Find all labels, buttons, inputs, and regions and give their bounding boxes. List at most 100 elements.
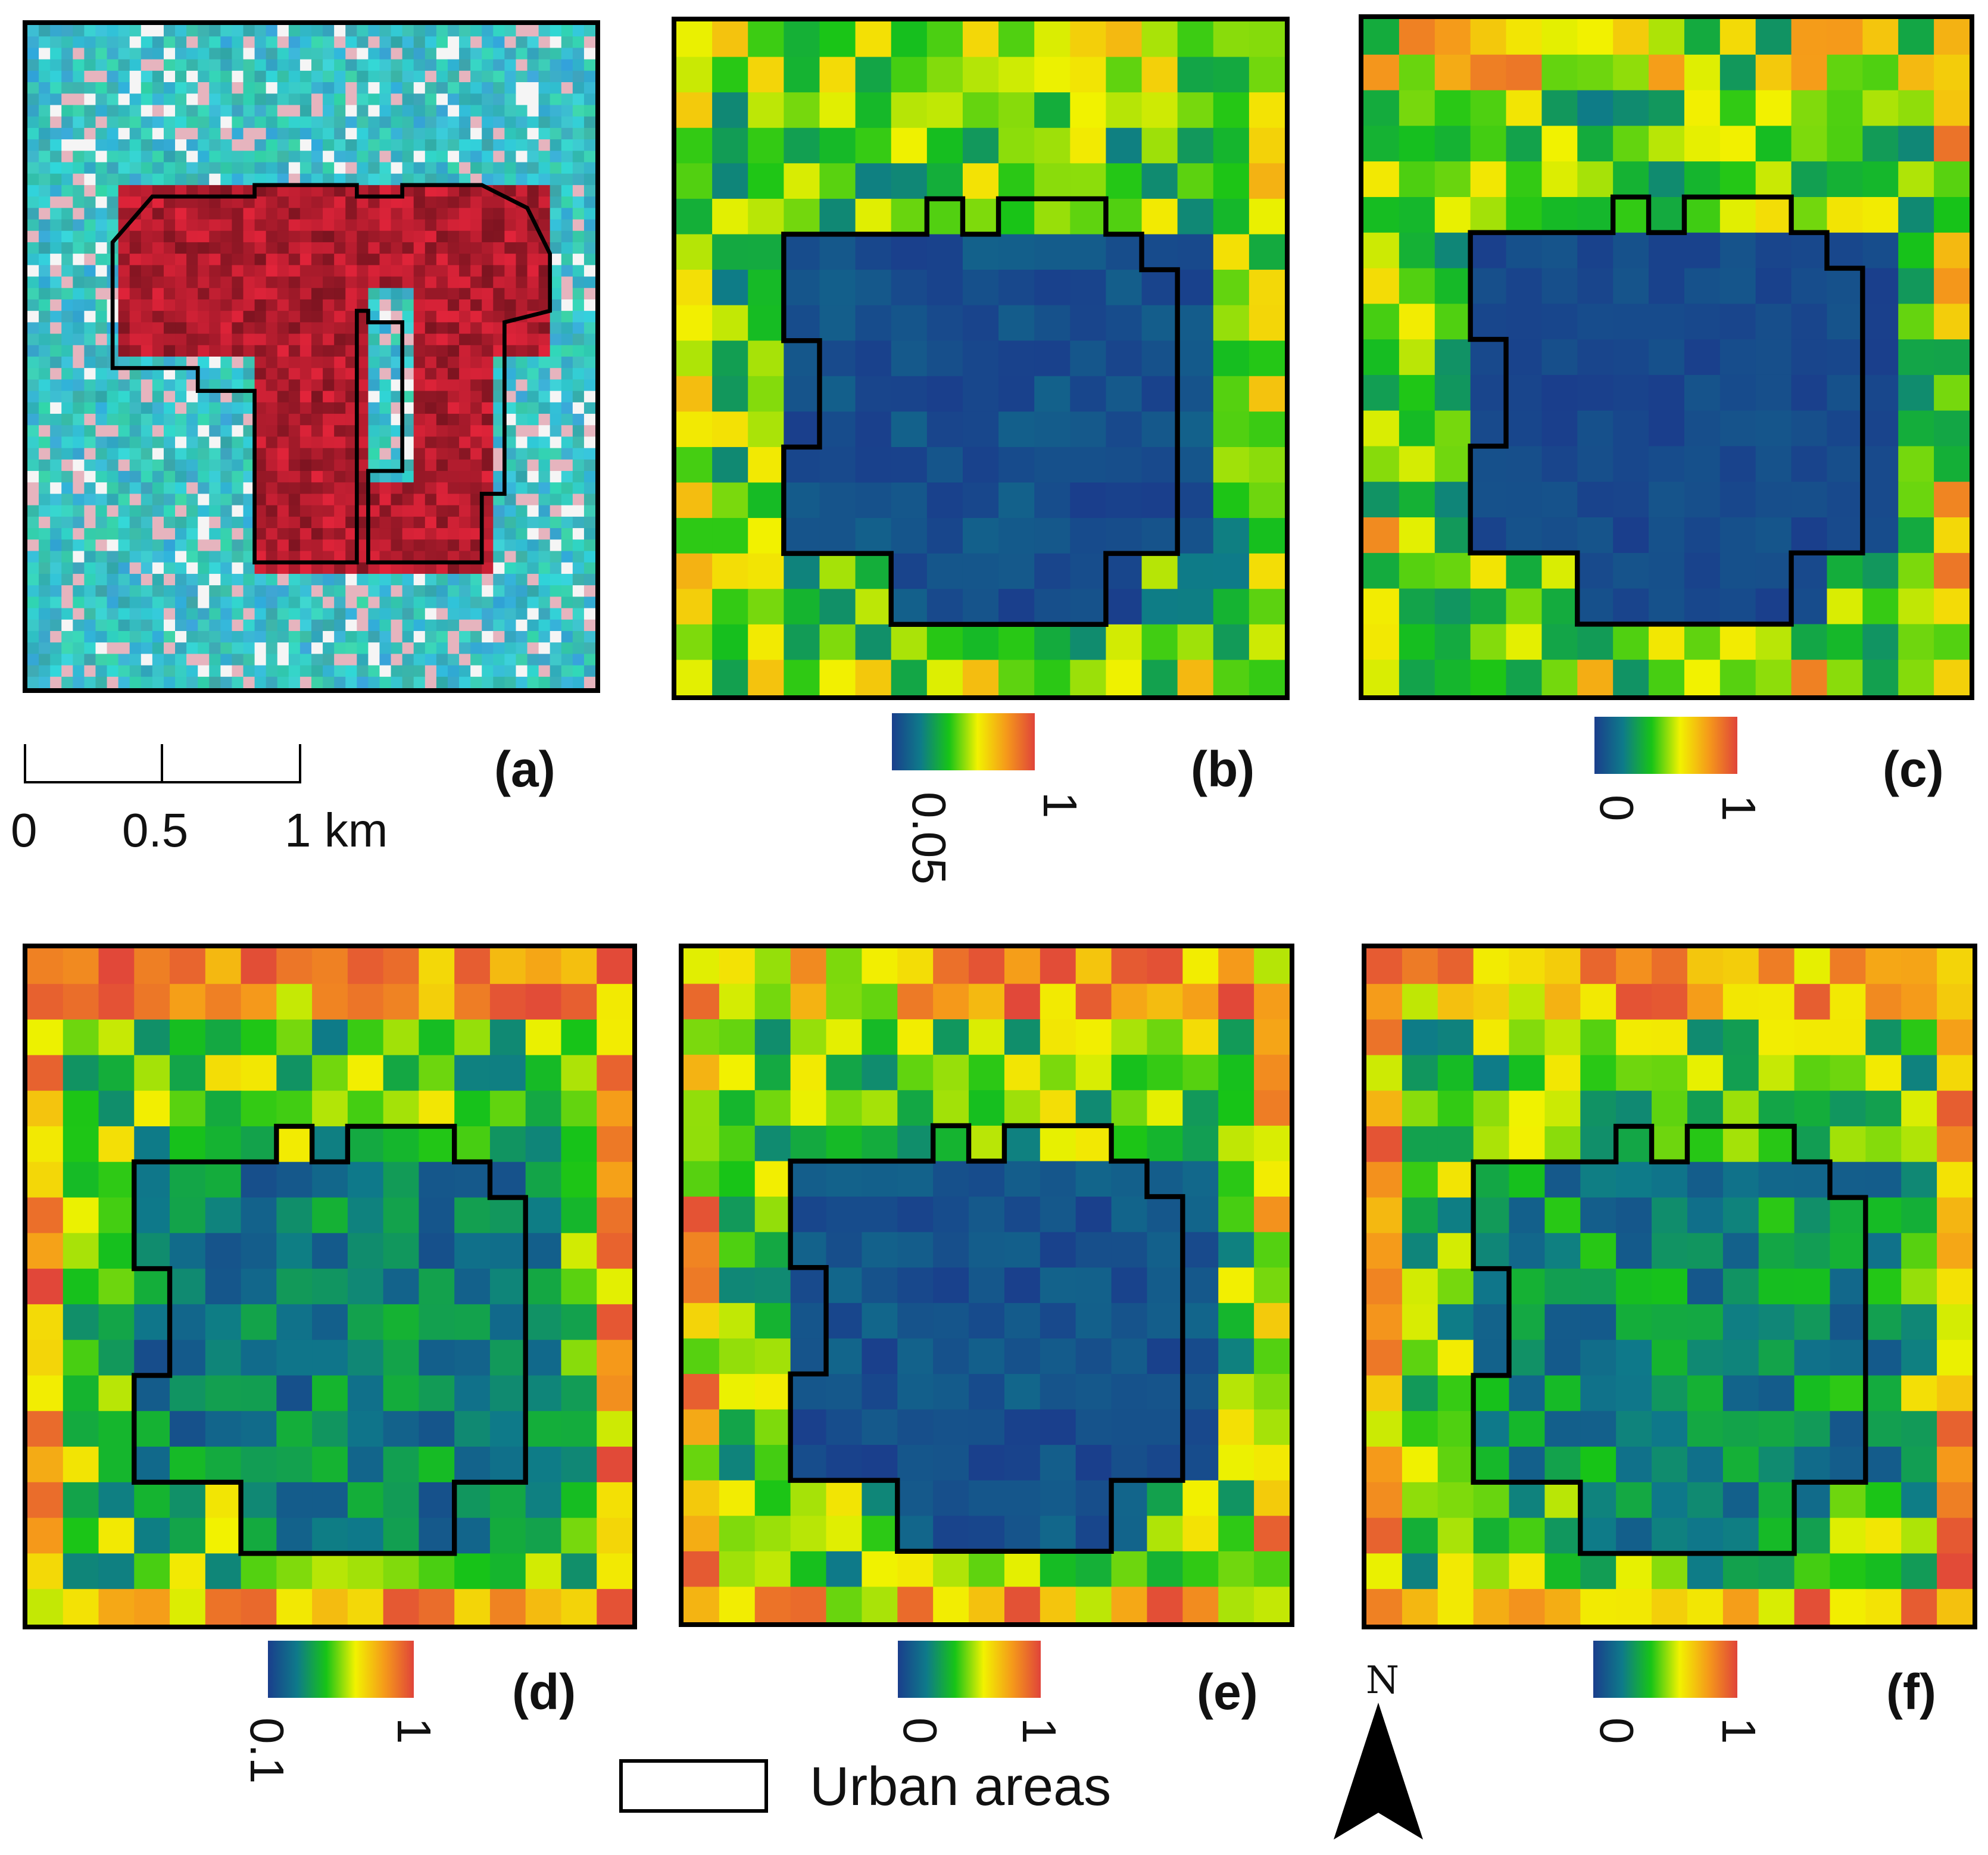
image-pixel: [504, 539, 516, 551]
image-pixel: [209, 528, 221, 540]
image-pixel: [323, 482, 335, 494]
image-pixel: [209, 425, 221, 437]
grid-cell: [561, 1482, 598, 1519]
image-pixel: [266, 676, 278, 688]
grid-cell: [98, 1482, 135, 1519]
grid-cell: [1213, 518, 1250, 554]
image-pixel: [311, 436, 323, 449]
image-pixel: [470, 333, 482, 346]
image-pixel: [425, 127, 437, 140]
image-pixel: [39, 665, 51, 677]
image-pixel: [288, 357, 301, 368]
image-pixel: [527, 288, 539, 300]
grid-cell: [998, 411, 1035, 448]
image-pixel: [482, 151, 494, 163]
image-pixel: [561, 436, 573, 449]
image-pixel: [175, 219, 187, 232]
image-pixel: [561, 562, 573, 574]
grid-cell: [1577, 552, 1614, 589]
grid-cell: [454, 1411, 491, 1448]
image-pixel: [198, 59, 210, 71]
grid-cell: [1794, 1091, 1831, 1128]
image-pixel: [436, 619, 448, 632]
image-pixel: [84, 379, 96, 392]
image-pixel: [277, 139, 289, 151]
image-pixel: [345, 185, 357, 197]
image-pixel: [413, 173, 426, 186]
image-pixel: [334, 219, 346, 232]
image-pixel: [175, 105, 187, 117]
grid-cell: [784, 270, 820, 306]
image-pixel: [141, 562, 153, 574]
image-pixel: [163, 93, 176, 105]
image-pixel: [538, 471, 551, 483]
grid-cell: [1111, 1480, 1148, 1517]
grid-cell: [1865, 1375, 1902, 1412]
image-pixel: [163, 116, 176, 129]
image-pixel: [550, 173, 562, 186]
image-pixel: [516, 219, 528, 232]
image-pixel: [516, 654, 528, 666]
grid-cell: [1937, 983, 1973, 1020]
grid-cell: [1182, 1303, 1219, 1339]
image-pixel: [254, 288, 267, 300]
grid-cell: [1577, 196, 1614, 233]
image-pixel: [413, 105, 426, 117]
image-pixel: [572, 25, 585, 37]
image-pixel: [163, 619, 176, 632]
image-pixel: [482, 619, 494, 632]
image-pixel: [118, 585, 130, 597]
image-pixel: [129, 482, 142, 494]
grid-cell: [684, 1090, 720, 1127]
image-pixel: [311, 173, 323, 186]
grid-cell: [1106, 305, 1143, 342]
image-pixel: [73, 59, 85, 71]
image-pixel: [118, 573, 130, 586]
grid-cell: [862, 1232, 898, 1269]
image-pixel: [583, 322, 595, 335]
grid-cell: [1580, 1517, 1617, 1554]
image-pixel: [232, 151, 244, 163]
image-pixel: [220, 573, 232, 586]
image-pixel: [379, 391, 392, 403]
image-pixel: [232, 494, 244, 506]
grid-cell: [891, 198, 928, 235]
panel-c-min: 0: [1590, 795, 1643, 822]
image-pixel: [299, 654, 312, 666]
grid-cell: [1898, 446, 1935, 483]
panel-a-image: [27, 25, 595, 688]
grid-cell: [1177, 518, 1214, 554]
grid-cell: [1544, 1339, 1581, 1376]
image-pixel: [334, 528, 346, 540]
image-pixel: [504, 665, 516, 677]
grid-cell: [1544, 1589, 1581, 1625]
image-pixel: [561, 459, 573, 471]
grid-cell: [205, 1589, 242, 1625]
image-pixel: [61, 82, 73, 94]
image-pixel: [459, 505, 471, 517]
grid-cell: [1363, 624, 1400, 661]
image-pixel: [84, 230, 96, 243]
image-pixel: [402, 391, 414, 403]
image-pixel: [583, 242, 595, 254]
image-pixel: [550, 196, 562, 208]
image-pixel: [402, 242, 414, 254]
image-pixel: [311, 539, 323, 551]
grid-cell: [1147, 1338, 1184, 1375]
image-pixel: [163, 551, 176, 563]
grid-cell: [1791, 304, 1828, 341]
grid-cell: [1075, 1445, 1112, 1481]
grid-cell: [1106, 411, 1143, 448]
image-pixel: [95, 505, 108, 517]
grid-cell: [205, 948, 242, 985]
image-pixel: [345, 551, 357, 563]
image-pixel: [447, 573, 460, 586]
image-pixel: [516, 242, 528, 254]
image-pixel: [175, 59, 187, 71]
image-pixel: [118, 139, 130, 151]
image-pixel: [527, 630, 539, 643]
grid-cell: [312, 1517, 349, 1554]
image-pixel: [368, 368, 380, 380]
image-pixel: [379, 562, 392, 574]
image-pixel: [198, 288, 210, 300]
